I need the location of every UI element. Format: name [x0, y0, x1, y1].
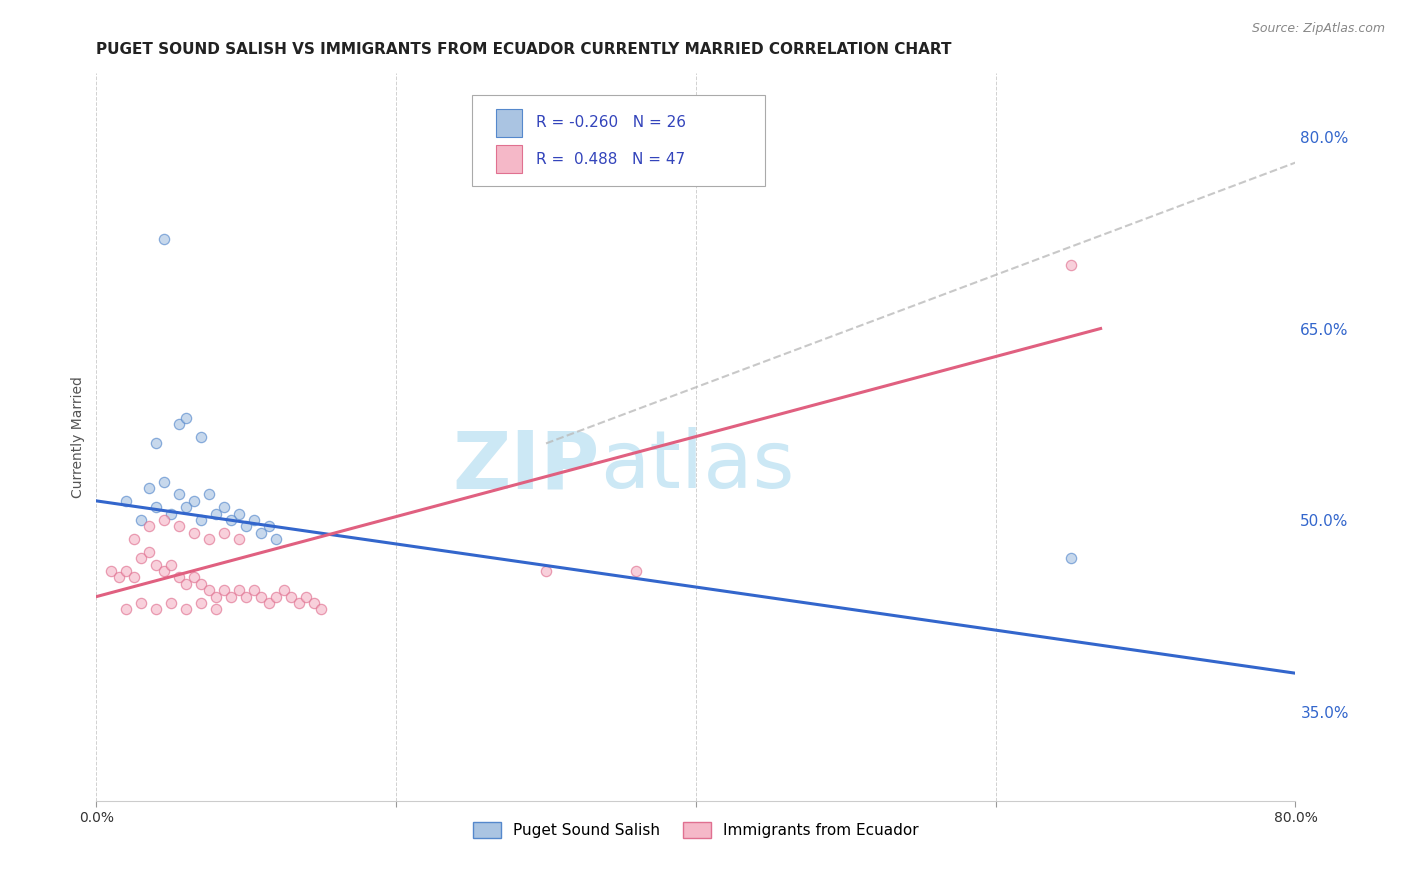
Point [115, 602, 138, 616]
Point [153, 475, 176, 489]
Point [115, 564, 138, 578]
Point [174, 500, 197, 515]
Text: atlas: atlas [600, 427, 794, 505]
Legend: Puget Sound Salish, Immigrants from Ecuador: Puget Sound Salish, Immigrants from Ecua… [467, 816, 925, 844]
Point [160, 596, 183, 610]
Point [264, 532, 287, 546]
Point [287, 596, 309, 610]
FancyBboxPatch shape [471, 95, 765, 186]
Text: R = -0.260   N = 26: R = -0.260 N = 26 [537, 115, 686, 130]
Point [167, 417, 190, 432]
Point [280, 590, 302, 604]
Point [197, 487, 219, 501]
Text: ZIP: ZIP [453, 427, 600, 505]
Point [250, 590, 273, 604]
Point [153, 564, 176, 578]
Text: Source: ZipAtlas.com: Source: ZipAtlas.com [1251, 22, 1385, 36]
Point [138, 481, 160, 495]
Point [160, 558, 183, 572]
Point [122, 532, 145, 546]
Bar [496, 145, 522, 173]
Point [264, 590, 287, 604]
Point [1059, 258, 1081, 272]
Point [242, 583, 264, 598]
Text: PUGET SOUND SALISH VS IMMIGRANTS FROM ECUADOR CURRENTLY MARRIED CORRELATION CHAR: PUGET SOUND SALISH VS IMMIGRANTS FROM EC… [97, 42, 952, 57]
Point [534, 564, 557, 578]
Point [212, 500, 235, 515]
Point [257, 596, 280, 610]
Point [160, 507, 183, 521]
Text: R =  0.488   N = 47: R = 0.488 N = 47 [537, 152, 686, 167]
Point [174, 602, 197, 616]
Point [624, 564, 647, 578]
Point [115, 494, 138, 508]
Point [205, 602, 228, 616]
Point [174, 577, 197, 591]
Point [153, 232, 176, 246]
Point [153, 513, 176, 527]
Y-axis label: Currently Married: Currently Married [72, 376, 86, 498]
Point [309, 602, 332, 616]
Point [183, 570, 205, 584]
Point [131, 513, 153, 527]
Point [205, 590, 228, 604]
Point [145, 558, 167, 572]
Point [190, 513, 212, 527]
Point [138, 519, 160, 533]
Point [131, 596, 153, 610]
Point [257, 519, 280, 533]
Point [167, 487, 190, 501]
Point [228, 583, 250, 598]
Point [100, 564, 122, 578]
Point [228, 507, 250, 521]
Point [197, 532, 219, 546]
Point [183, 525, 205, 540]
Point [122, 570, 145, 584]
Point [295, 590, 318, 604]
Point [108, 570, 131, 584]
Point [174, 410, 197, 425]
Point [1059, 551, 1081, 566]
Point [167, 519, 190, 533]
Point [145, 602, 167, 616]
Point [235, 519, 257, 533]
Point [205, 507, 228, 521]
Point [145, 500, 167, 515]
Point [235, 590, 257, 604]
Point [167, 570, 190, 584]
Point [250, 525, 273, 540]
Point [190, 430, 212, 444]
Point [242, 513, 264, 527]
Point [131, 551, 153, 566]
Point [219, 513, 242, 527]
Point [138, 545, 160, 559]
Point [183, 494, 205, 508]
Point [197, 583, 219, 598]
Point [228, 532, 250, 546]
Point [190, 577, 212, 591]
Point [212, 525, 235, 540]
Bar [496, 109, 522, 136]
Point [145, 436, 167, 450]
Point [302, 596, 325, 610]
Point [190, 596, 212, 610]
Point [273, 583, 295, 598]
Point [219, 590, 242, 604]
Point [212, 583, 235, 598]
